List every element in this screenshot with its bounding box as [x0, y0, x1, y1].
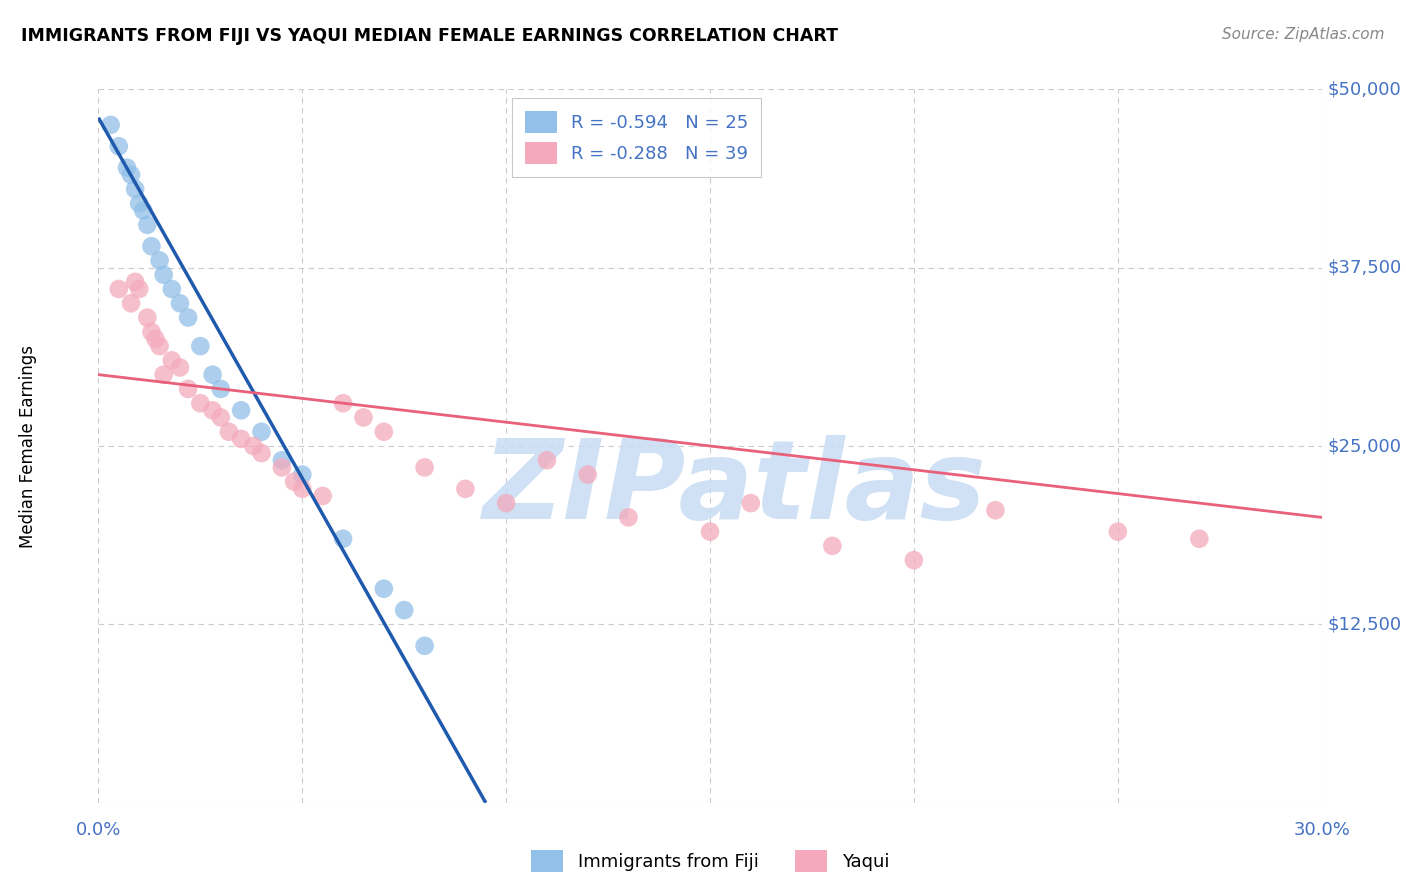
Point — [270, 460, 294, 475]
Point — [152, 368, 174, 382]
Point — [209, 382, 232, 396]
Point — [1188, 532, 1211, 546]
Text: ZIPatlas: ZIPatlas — [482, 435, 987, 542]
Text: 30.0%: 30.0% — [1294, 821, 1350, 838]
Text: $12,500: $12,500 — [1327, 615, 1402, 633]
Point — [209, 410, 232, 425]
Point — [617, 510, 640, 524]
Point — [149, 253, 172, 268]
Text: Median Female Earnings: Median Female Earnings — [20, 344, 38, 548]
Point — [495, 496, 517, 510]
Point — [169, 360, 191, 375]
Point — [124, 275, 146, 289]
Point — [128, 282, 150, 296]
Point — [392, 603, 416, 617]
Point — [576, 467, 599, 482]
Point — [291, 467, 314, 482]
Point — [201, 368, 224, 382]
Point — [120, 296, 142, 310]
Point — [984, 503, 1007, 517]
Point — [740, 496, 762, 510]
Point — [903, 553, 925, 567]
Point — [291, 482, 314, 496]
Point — [160, 353, 183, 368]
Point — [699, 524, 721, 539]
Point — [120, 168, 142, 182]
Point — [141, 325, 163, 339]
Point — [149, 339, 172, 353]
Point — [136, 218, 159, 232]
Point — [231, 403, 253, 417]
Point — [413, 460, 436, 475]
Point — [454, 482, 477, 496]
Point — [270, 453, 294, 467]
Point — [115, 161, 138, 175]
Point — [124, 182, 146, 196]
Point — [413, 639, 436, 653]
Point — [250, 446, 273, 460]
Point — [352, 410, 374, 425]
Point — [242, 439, 264, 453]
Point — [188, 396, 212, 410]
Point — [108, 282, 131, 296]
Point — [136, 310, 159, 325]
Legend: Immigrants from Fiji, Yaqui: Immigrants from Fiji, Yaqui — [523, 843, 897, 880]
Point — [373, 582, 395, 596]
Point — [145, 332, 167, 346]
Text: Source: ZipAtlas.com: Source: ZipAtlas.com — [1222, 27, 1385, 42]
Point — [188, 339, 212, 353]
Point — [332, 396, 354, 410]
Point — [201, 403, 224, 417]
Point — [132, 203, 155, 218]
Point — [250, 425, 273, 439]
Point — [373, 425, 395, 439]
Point — [231, 432, 253, 446]
Point — [128, 196, 150, 211]
Point — [160, 282, 183, 296]
Point — [100, 118, 122, 132]
Point — [177, 382, 200, 396]
Point — [218, 425, 240, 439]
Point — [152, 268, 174, 282]
Text: $50,000: $50,000 — [1327, 80, 1402, 98]
Point — [177, 310, 200, 325]
Text: $37,500: $37,500 — [1327, 259, 1402, 277]
Point — [1107, 524, 1129, 539]
Text: 0.0%: 0.0% — [76, 821, 121, 838]
Point — [169, 296, 191, 310]
Point — [108, 139, 131, 153]
Point — [536, 453, 558, 467]
Text: IMMIGRANTS FROM FIJI VS YAQUI MEDIAN FEMALE EARNINGS CORRELATION CHART: IMMIGRANTS FROM FIJI VS YAQUI MEDIAN FEM… — [21, 27, 838, 45]
Point — [312, 489, 335, 503]
Text: $25,000: $25,000 — [1327, 437, 1402, 455]
Point — [141, 239, 163, 253]
Point — [332, 532, 354, 546]
Point — [821, 539, 844, 553]
Point — [283, 475, 305, 489]
